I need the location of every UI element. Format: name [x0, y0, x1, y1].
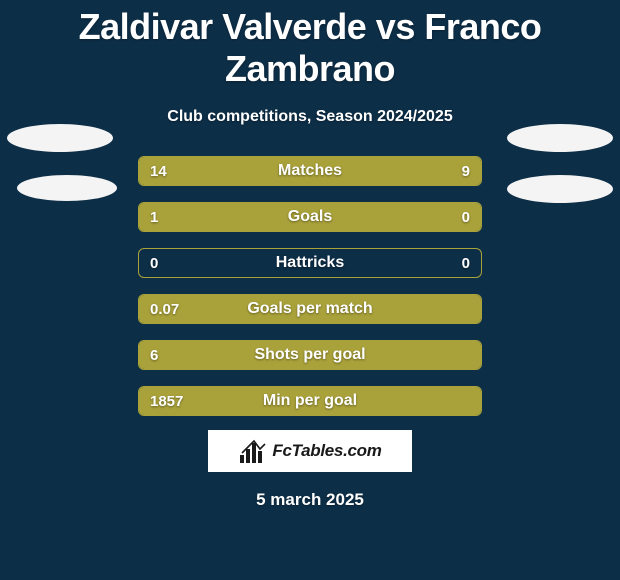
stat-bar-bg	[138, 340, 482, 370]
stat-bar-bg	[138, 202, 482, 232]
player-left-badge-2	[17, 175, 117, 201]
stat-bar-right-fill	[402, 203, 481, 231]
logo-text: FcTables.com	[272, 441, 381, 461]
stat-bar-left-fill	[139, 203, 402, 231]
stat-bar-left-fill	[139, 157, 344, 185]
stat-bar-bg	[138, 156, 482, 186]
stat-row: 10Goals	[138, 202, 482, 232]
date-label: 5 march 2025	[0, 490, 620, 510]
fctables-logo-icon	[238, 437, 268, 465]
stat-bar-left-fill	[139, 295, 481, 323]
stat-row: 6Shots per goal	[138, 340, 482, 370]
page-title: Zaldivar Valverde vs Franco Zambrano	[0, 0, 620, 90]
stat-bar-bg	[138, 248, 482, 278]
stat-bar-left-fill	[139, 341, 481, 369]
logo-box: FcTables.com	[208, 430, 412, 472]
stat-bar-left-fill	[139, 387, 481, 415]
stat-row: 0.07Goals per match	[138, 294, 482, 324]
stat-row: 149Matches	[138, 156, 482, 186]
player-right-badge-1	[507, 124, 613, 152]
stat-row: 00Hattricks	[138, 248, 482, 278]
stat-bar-bg	[138, 294, 482, 324]
stat-row: 1857Min per goal	[138, 386, 482, 416]
player-left-badge-1	[7, 124, 113, 152]
player-right-badge-2	[507, 175, 613, 203]
stat-bar-right-fill	[344, 157, 481, 185]
subtitle: Club competitions, Season 2024/2025	[0, 108, 620, 126]
stat-bar-bg	[138, 386, 482, 416]
